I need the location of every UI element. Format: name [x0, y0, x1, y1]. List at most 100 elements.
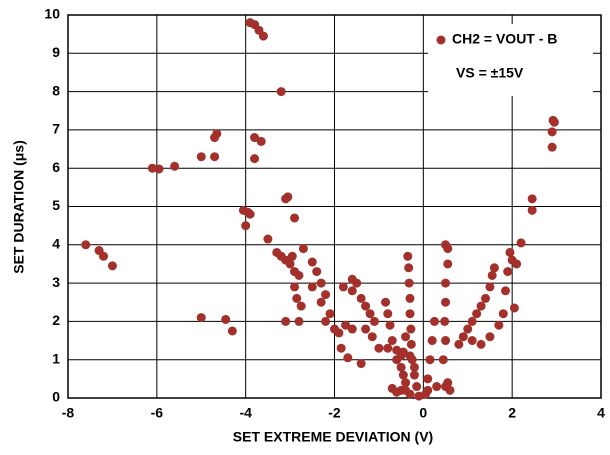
point — [472, 309, 482, 319]
point — [336, 343, 346, 353]
y-tick-label: 4 — [52, 236, 60, 252]
y-tick-label: 9 — [52, 44, 60, 60]
point — [443, 378, 453, 388]
point — [258, 31, 268, 41]
point — [356, 359, 366, 369]
point — [463, 324, 473, 334]
point — [374, 343, 384, 353]
x-tick-label: -8 — [62, 405, 75, 421]
point — [365, 309, 375, 319]
point — [221, 314, 231, 324]
point — [423, 374, 433, 384]
point — [321, 290, 331, 300]
point — [401, 332, 411, 342]
point — [290, 213, 300, 223]
point — [147, 163, 157, 173]
point — [440, 316, 450, 326]
point — [312, 267, 322, 277]
point — [432, 382, 442, 392]
point — [245, 209, 255, 219]
point — [287, 251, 297, 261]
point — [281, 316, 291, 326]
x-axis-label: SET EXTREME DEVIATION (V) — [233, 429, 433, 445]
point — [485, 332, 495, 342]
y-tick-label: 8 — [52, 82, 60, 98]
point — [443, 259, 453, 269]
point — [441, 336, 451, 346]
point — [210, 152, 220, 162]
point — [285, 259, 295, 269]
point — [325, 309, 335, 319]
point — [409, 362, 419, 372]
point — [405, 293, 415, 303]
point — [509, 303, 519, 313]
legend-marker — [436, 35, 446, 45]
point — [81, 240, 91, 250]
point — [294, 270, 304, 280]
y-tick-label: 2 — [52, 312, 60, 328]
point — [154, 164, 164, 174]
point — [405, 351, 415, 361]
annotation: VS = ±15V — [456, 65, 524, 81]
point — [487, 270, 497, 280]
point — [321, 316, 331, 326]
point — [250, 133, 260, 143]
point — [298, 244, 308, 254]
point — [292, 293, 302, 303]
point — [454, 339, 464, 349]
point — [441, 297, 451, 307]
point — [338, 282, 348, 292]
point — [276, 87, 286, 97]
point — [352, 278, 362, 288]
point — [341, 320, 351, 330]
point — [406, 339, 416, 349]
point — [383, 309, 393, 319]
point — [316, 278, 326, 288]
x-tick-label: -4 — [239, 405, 252, 421]
point — [421, 389, 431, 399]
point — [438, 355, 448, 365]
y-tick-label: 7 — [52, 121, 60, 137]
point — [548, 115, 558, 125]
point — [429, 316, 439, 326]
point — [445, 385, 455, 395]
y-tick-label: 5 — [52, 197, 60, 213]
point — [343, 353, 353, 363]
point — [283, 192, 293, 202]
x-tick-label: 4 — [597, 405, 605, 421]
point — [401, 378, 411, 388]
point — [409, 370, 419, 380]
plot-frame — [67, 14, 602, 399]
point — [481, 293, 491, 303]
point — [467, 336, 477, 346]
point — [392, 355, 402, 365]
point — [227, 326, 237, 336]
x-tick-label: -2 — [328, 405, 341, 421]
legend-box — [428, 24, 593, 96]
point — [404, 278, 414, 288]
point — [547, 142, 557, 152]
legend-label: CH2 = VOUT - B — [452, 31, 557, 47]
point — [307, 257, 317, 267]
point — [361, 324, 371, 334]
point — [398, 347, 408, 357]
point — [476, 301, 486, 311]
point — [212, 129, 222, 139]
point — [307, 282, 317, 292]
point — [427, 336, 437, 346]
point — [489, 263, 499, 273]
x-tick-label: -6 — [151, 405, 164, 421]
point — [516, 238, 526, 248]
point — [527, 194, 537, 204]
x-tick-label: 0 — [419, 405, 427, 421]
point — [250, 154, 260, 164]
point — [501, 286, 511, 296]
point — [406, 324, 416, 334]
point — [347, 286, 357, 296]
y-axis-label: SET DURATION (μs) — [11, 140, 27, 274]
point — [512, 259, 522, 269]
point — [404, 263, 414, 273]
point — [296, 301, 306, 311]
point — [441, 278, 451, 288]
point — [381, 297, 391, 307]
